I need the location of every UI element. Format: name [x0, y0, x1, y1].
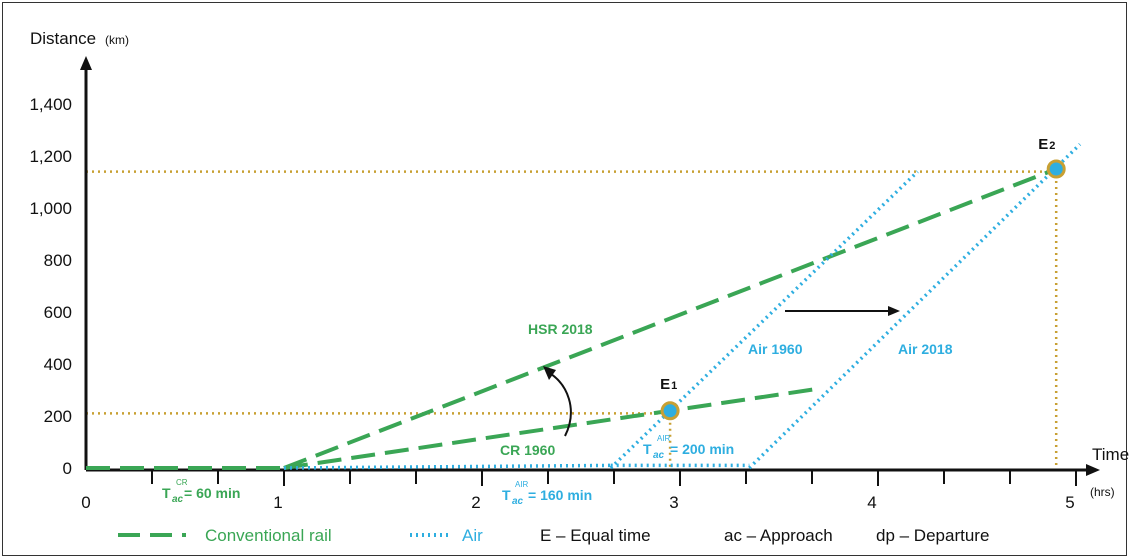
reference-lines [86, 169, 1058, 470]
equal-time-points: E 1E 2 [660, 136, 1066, 421]
series-lines [86, 143, 1082, 470]
tac-cr-sub: ac [172, 494, 184, 505]
x-axis-title: Time [1092, 445, 1129, 464]
legend-air-label: Air [462, 526, 483, 545]
tac-air200-rest: = 200 min [670, 441, 734, 457]
equal-time-label: E [660, 376, 670, 393]
x-tick-label: 5 [1065, 493, 1074, 512]
rotation-arrow [547, 371, 572, 437]
y-axis-unit: (km) [105, 33, 129, 47]
x-tick-label: 4 [867, 493, 876, 512]
y-tick-label: 1,000 [29, 199, 72, 218]
y-tick-labels: 0 200 400 600 800 1,000 1,200 1,400 [29, 95, 72, 478]
equal-time-point-e1 [660, 401, 680, 421]
y-axis-title: Distance [30, 29, 96, 48]
tac-air160-main: T [502, 487, 511, 503]
equal-time-point-e2 [1046, 159, 1066, 179]
x-ticks: 0 1 2 3 4 5 [81, 470, 1077, 512]
tac-air160-sub: ac [512, 496, 524, 507]
y-tick-label: 400 [44, 355, 72, 374]
air-2018-label: Air 2018 [898, 341, 953, 357]
y-tick-label: 600 [44, 303, 72, 322]
x-tick-label: 0 [81, 493, 90, 512]
air-1960-line [609, 170, 919, 470]
tac-air200-sup: AIR [657, 434, 671, 443]
tac-air200-main: T [643, 441, 652, 457]
cr-1960-line [283, 386, 819, 470]
axes [80, 56, 1100, 476]
air-1960-label: Air 1960 [748, 341, 803, 357]
equal-time-subscript: 2 [1049, 140, 1055, 152]
tac-cr-annotation: T ac CR = 60 min [162, 478, 240, 505]
x-tick-label: 3 [669, 493, 678, 512]
tac-cr-main: T [162, 485, 171, 501]
legend-approach: ac – Approach [724, 526, 833, 545]
equal-time-subscript: 1 [671, 380, 677, 392]
air-segment-line [283, 463, 611, 470]
y-tick-label: 1,400 [29, 95, 72, 114]
x-axis-unit: (hrs) [1090, 485, 1115, 499]
tac-cr-rest: = 60 min [184, 485, 240, 501]
y-tick-label: 1,200 [29, 147, 72, 166]
legend: Conventional rail Air E – Equal time ac … [118, 526, 989, 545]
tac-air160-sup: AIR [515, 480, 529, 489]
x-tick-label: 2 [471, 493, 480, 512]
y-tick-label: 200 [44, 407, 72, 426]
hsr-2018-line [283, 167, 1057, 470]
y-axis-arrow [80, 56, 92, 70]
tac-cr-sup: CR [176, 478, 188, 487]
legend-rail-label: Conventional rail [205, 526, 332, 545]
tac-air-200-annotation: T ac AIR = 200 min [643, 434, 734, 461]
rotation-arrow-head [543, 366, 556, 380]
x-axis-arrow [1086, 464, 1100, 476]
x-tick-label: 1 [273, 493, 282, 512]
cr-1960-label: CR 1960 [500, 442, 555, 458]
tac-air160-rest: = 160 min [528, 487, 592, 503]
shift-arrow-head [888, 306, 900, 316]
y-tick-label: 0 [63, 459, 72, 478]
hsr-2018-label: HSR 2018 [528, 321, 593, 337]
air-2018-line [748, 143, 1082, 470]
legend-departure: dp – Departure [876, 526, 989, 545]
equal-time-label: E [1038, 136, 1048, 153]
y-tick-label: 800 [44, 251, 72, 270]
tac-air-160-annotation: T ac AIR = 160 min [502, 480, 592, 507]
tac-air200-sub: ac [653, 450, 665, 461]
legend-equal-time: E – Equal time [540, 526, 651, 545]
